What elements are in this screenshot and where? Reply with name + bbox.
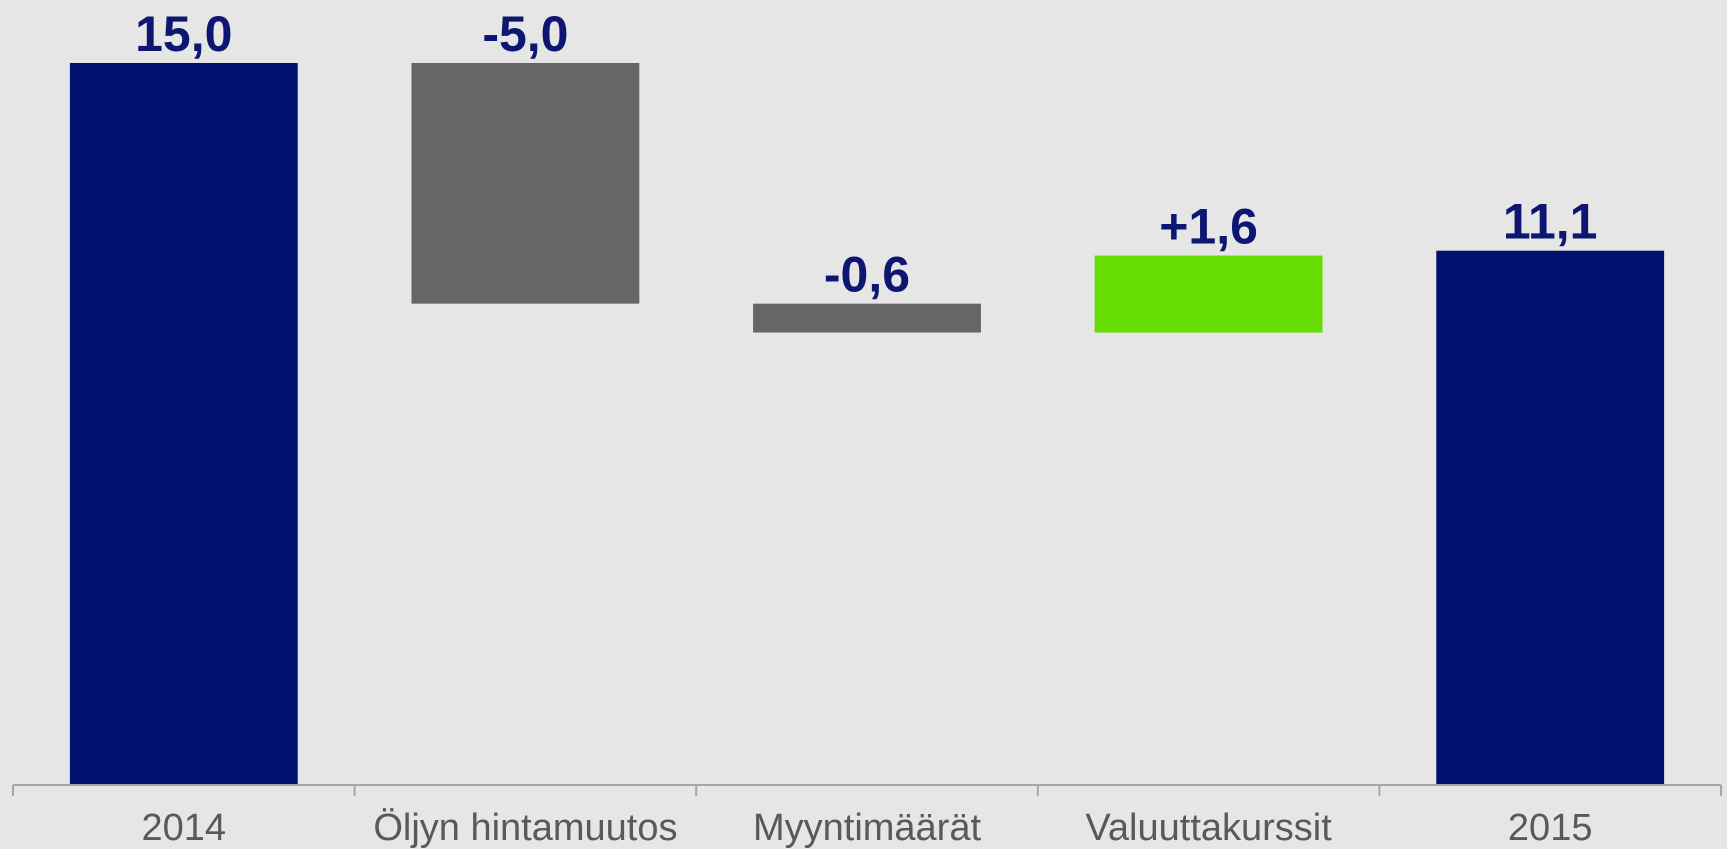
value-label: 15,0 [135,6,232,62]
value-label: -5,0 [482,6,568,62]
bar [753,303,981,333]
x-tick-label: Valuuttakurssit [1085,807,1332,849]
bar [69,63,298,785]
bar [1436,250,1665,786]
x-tick-label: 2015 [1508,807,1593,849]
x-tick-label: 2014 [142,807,227,849]
value-label: 11,1 [1503,194,1598,250]
value-label: +1,6 [1159,199,1258,255]
x-tick-label: Öljyn hintamuutos [373,807,677,849]
value-label: -0,6 [824,247,910,303]
x-tick-label: Myyntimäärät [753,807,981,849]
bar [411,63,640,304]
bar [1094,255,1323,333]
